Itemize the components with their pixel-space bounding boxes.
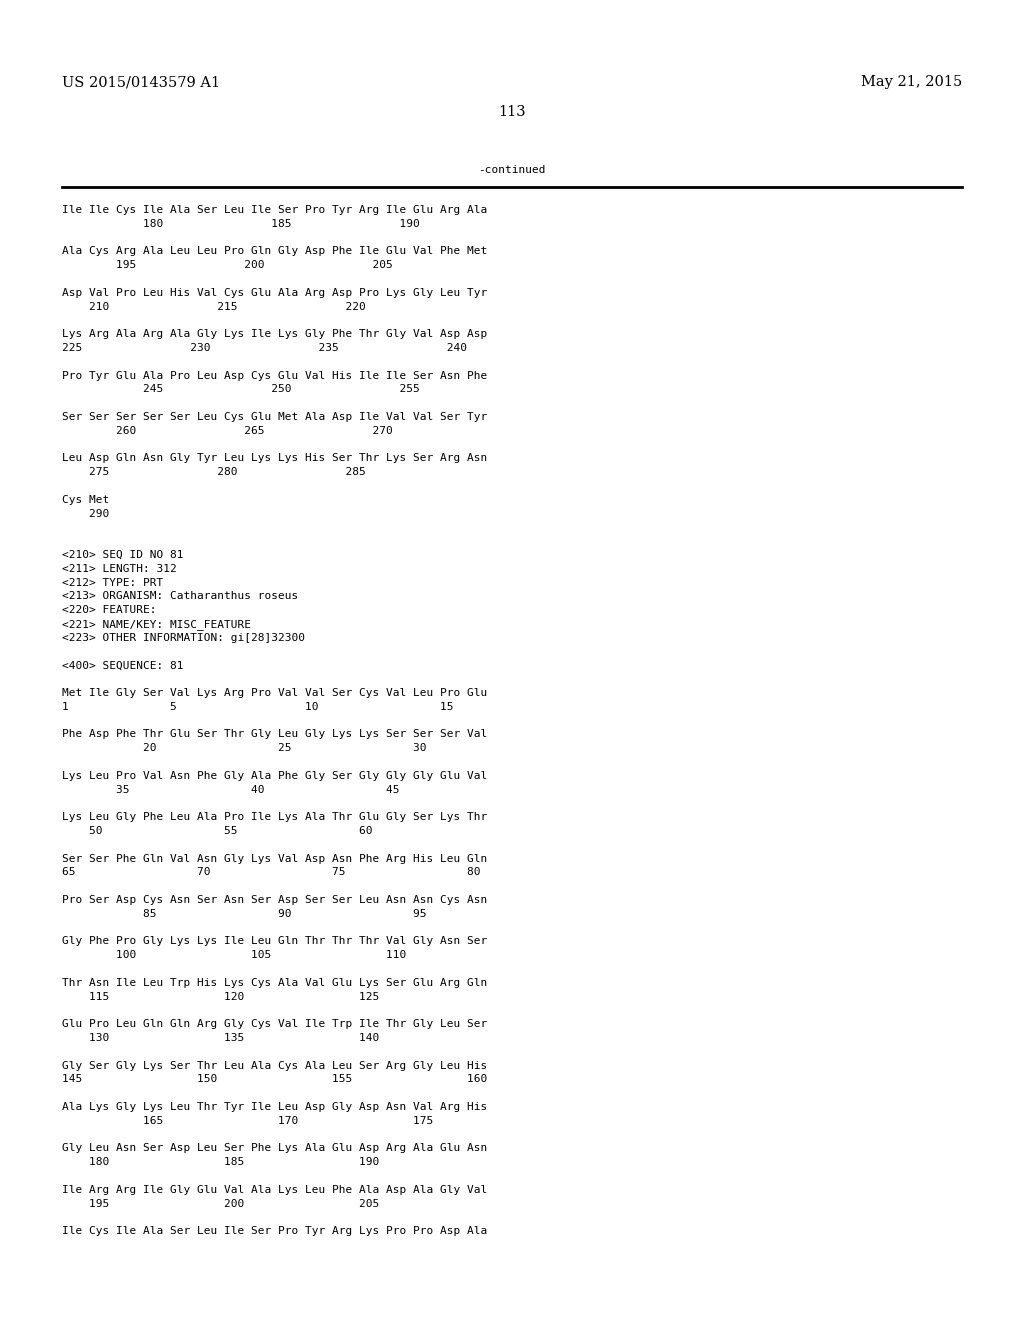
Text: Lys Leu Gly Phe Leu Ala Pro Ile Lys Ala Thr Glu Gly Ser Lys Thr: Lys Leu Gly Phe Leu Ala Pro Ile Lys Ala … [62, 812, 487, 822]
Text: Gly Phe Pro Gly Lys Lys Ile Leu Gln Thr Thr Thr Val Gly Asn Ser: Gly Phe Pro Gly Lys Lys Ile Leu Gln Thr … [62, 936, 487, 946]
Text: <400> SEQUENCE: 81: <400> SEQUENCE: 81 [62, 660, 183, 671]
Text: May 21, 2015: May 21, 2015 [861, 75, 962, 88]
Text: Ile Arg Arg Ile Gly Glu Val Ala Lys Leu Phe Ala Asp Ala Gly Val: Ile Arg Arg Ile Gly Glu Val Ala Lys Leu … [62, 1185, 487, 1195]
Text: -continued: -continued [478, 165, 546, 176]
Text: 245                250                255: 245 250 255 [62, 384, 420, 395]
Text: 210                215                220: 210 215 220 [62, 301, 366, 312]
Text: <213> ORGANISM: Catharanthus roseus: <213> ORGANISM: Catharanthus roseus [62, 591, 298, 602]
Text: Lys Arg Ala Arg Ala Gly Lys Ile Lys Gly Phe Thr Gly Val Asp Asp: Lys Arg Ala Arg Ala Gly Lys Ile Lys Gly … [62, 329, 487, 339]
Text: 275                280                285: 275 280 285 [62, 467, 366, 478]
Text: Ile Cys Ile Ala Ser Leu Ile Ser Pro Tyr Arg Lys Pro Pro Asp Ala: Ile Cys Ile Ala Ser Leu Ile Ser Pro Tyr … [62, 1226, 487, 1237]
Text: 20                  25                  30: 20 25 30 [62, 743, 427, 754]
Text: <210> SEQ ID NO 81: <210> SEQ ID NO 81 [62, 550, 183, 560]
Text: Pro Ser Asp Cys Asn Ser Asn Ser Asp Ser Ser Leu Asn Asn Cys Asn: Pro Ser Asp Cys Asn Ser Asn Ser Asp Ser … [62, 895, 487, 906]
Text: Met Ile Gly Ser Val Lys Arg Pro Val Val Ser Cys Val Leu Pro Glu: Met Ile Gly Ser Val Lys Arg Pro Val Val … [62, 688, 487, 698]
Text: Ala Lys Gly Lys Leu Thr Tyr Ile Leu Asp Gly Asp Asn Val Arg His: Ala Lys Gly Lys Leu Thr Tyr Ile Leu Asp … [62, 1102, 487, 1111]
Text: Ile Ile Cys Ile Ala Ser Leu Ile Ser Pro Tyr Arg Ile Glu Arg Ala: Ile Ile Cys Ile Ala Ser Leu Ile Ser Pro … [62, 205, 487, 215]
Text: 290: 290 [62, 508, 110, 519]
Text: Glu Pro Leu Gln Gln Arg Gly Cys Val Ile Trp Ile Thr Gly Leu Ser: Glu Pro Leu Gln Gln Arg Gly Cys Val Ile … [62, 1019, 487, 1030]
Text: Ala Cys Arg Ala Leu Leu Pro Gln Gly Asp Phe Ile Glu Val Phe Met: Ala Cys Arg Ala Leu Leu Pro Gln Gly Asp … [62, 247, 487, 256]
Text: Pro Tyr Glu Ala Pro Leu Asp Cys Glu Val His Ile Ile Ser Asn Phe: Pro Tyr Glu Ala Pro Leu Asp Cys Glu Val … [62, 371, 487, 380]
Text: 145                 150                 155                 160: 145 150 155 160 [62, 1074, 487, 1085]
Text: Gly Leu Asn Ser Asp Leu Ser Phe Lys Ala Glu Asp Arg Ala Glu Asn: Gly Leu Asn Ser Asp Leu Ser Phe Lys Ala … [62, 1143, 487, 1154]
Text: <220> FEATURE:: <220> FEATURE: [62, 605, 157, 615]
Text: Ser Ser Phe Gln Val Asn Gly Lys Val Asp Asn Phe Arg His Leu Gln: Ser Ser Phe Gln Val Asn Gly Lys Val Asp … [62, 854, 487, 863]
Text: 85                  90                  95: 85 90 95 [62, 908, 427, 919]
Text: Gly Ser Gly Lys Ser Thr Leu Ala Cys Ala Leu Ser Arg Gly Leu His: Gly Ser Gly Lys Ser Thr Leu Ala Cys Ala … [62, 1060, 487, 1071]
Text: 180                185                190: 180 185 190 [62, 219, 420, 228]
Text: 165                 170                 175: 165 170 175 [62, 1115, 433, 1126]
Text: Cys Met: Cys Met [62, 495, 110, 504]
Text: 260                265                270: 260 265 270 [62, 426, 393, 436]
Text: Asp Val Pro Leu His Val Cys Glu Ala Arg Asp Pro Lys Gly Leu Tyr: Asp Val Pro Leu His Val Cys Glu Ala Arg … [62, 288, 487, 298]
Text: US 2015/0143579 A1: US 2015/0143579 A1 [62, 75, 220, 88]
Text: Phe Asp Phe Thr Glu Ser Thr Gly Leu Gly Lys Lys Ser Ser Ser Val: Phe Asp Phe Thr Glu Ser Thr Gly Leu Gly … [62, 730, 487, 739]
Text: 115                 120                 125: 115 120 125 [62, 991, 379, 1002]
Text: 65                  70                  75                  80: 65 70 75 80 [62, 867, 480, 878]
Text: <223> OTHER INFORMATION: gi[28]32300: <223> OTHER INFORMATION: gi[28]32300 [62, 632, 305, 643]
Text: 130                 135                 140: 130 135 140 [62, 1034, 379, 1043]
Text: 225                230                235                240: 225 230 235 240 [62, 343, 467, 352]
Text: <212> TYPE: PRT: <212> TYPE: PRT [62, 578, 163, 587]
Text: 113: 113 [499, 106, 525, 119]
Text: Ser Ser Ser Ser Ser Leu Cys Glu Met Ala Asp Ile Val Val Ser Tyr: Ser Ser Ser Ser Ser Leu Cys Glu Met Ala … [62, 412, 487, 422]
Text: 35                  40                  45: 35 40 45 [62, 784, 399, 795]
Text: Leu Asp Gln Asn Gly Tyr Leu Lys Lys His Ser Thr Lys Ser Arg Asn: Leu Asp Gln Asn Gly Tyr Leu Lys Lys His … [62, 453, 487, 463]
Text: 50                  55                  60: 50 55 60 [62, 826, 373, 836]
Text: <221> NAME/KEY: MISC_FEATURE: <221> NAME/KEY: MISC_FEATURE [62, 619, 251, 630]
Text: 1               5                   10                  15: 1 5 10 15 [62, 702, 454, 711]
Text: Thr Asn Ile Leu Trp His Lys Cys Ala Val Glu Lys Ser Glu Arg Gln: Thr Asn Ile Leu Trp His Lys Cys Ala Val … [62, 978, 487, 987]
Text: 195                200                205: 195 200 205 [62, 260, 393, 271]
Text: <211> LENGTH: 312: <211> LENGTH: 312 [62, 564, 177, 574]
Text: Lys Leu Pro Val Asn Phe Gly Ala Phe Gly Ser Gly Gly Gly Glu Val: Lys Leu Pro Val Asn Phe Gly Ala Phe Gly … [62, 771, 487, 781]
Text: 180                 185                 190: 180 185 190 [62, 1158, 379, 1167]
Text: 195                 200                 205: 195 200 205 [62, 1199, 379, 1209]
Text: 100                 105                 110: 100 105 110 [62, 950, 407, 960]
